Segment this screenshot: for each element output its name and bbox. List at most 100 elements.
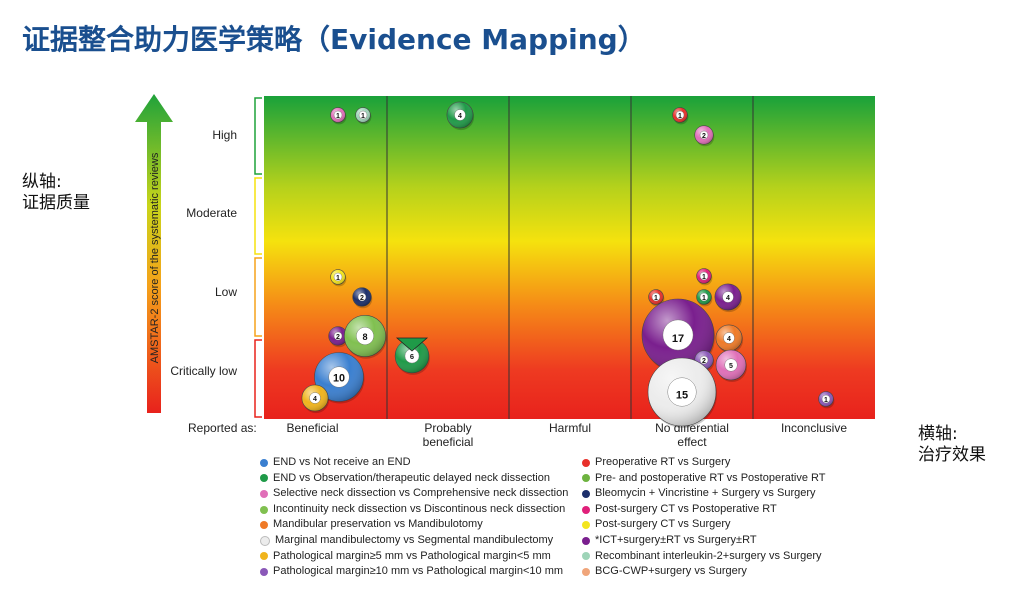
bubble-count-label: 1	[336, 113, 340, 120]
bubble-count-label: 4	[313, 396, 317, 403]
bubble-count-label: 10	[333, 373, 345, 385]
legend-swatch	[260, 552, 268, 561]
legend-swatch	[582, 505, 590, 514]
bubble-label-disc	[309, 392, 321, 404]
bubble-count-label: 8	[362, 332, 367, 342]
bubble-count-label: 1	[678, 113, 682, 120]
bubble-label-disc	[333, 272, 343, 282]
bubble-label-disc	[699, 292, 709, 302]
legend-label: Bleomycin + Vincristine + Surgery vs Sur…	[595, 487, 816, 500]
evidence-bubble: 5	[715, 349, 747, 382]
legend-label: Post-surgery CT vs Surgery	[595, 518, 731, 531]
y-tick-label: Low	[215, 285, 237, 299]
bubble-label-disc	[651, 292, 661, 302]
x-axis-note-line: 横轴:	[918, 424, 958, 444]
legend-swatch	[582, 536, 590, 545]
legend-label: Post-surgery CT vs Postoperative RT	[595, 502, 777, 515]
evidence-bubble: 15	[647, 357, 717, 428]
legend-label: Mandibular preservation vs Mandibulotomy	[273, 518, 483, 531]
bubble-label-disc	[723, 332, 735, 344]
legend-swatch	[260, 458, 268, 467]
bubble-count-label: 4	[727, 336, 731, 343]
evidence-bubble: 1	[648, 289, 665, 307]
legend-item: END vs Observation/therapeutic delayed n…	[260, 471, 568, 487]
bubble-label-disc	[662, 319, 694, 351]
legend-label: Pre- and postoperative RT vs Postoperati…	[595, 471, 826, 484]
bubble-count-label: 4	[726, 295, 730, 302]
bubble-label-disc	[699, 271, 709, 281]
legend-item: Pre- and postoperative RT vs Postoperati…	[582, 471, 826, 487]
x-axis-note: 横轴: 治疗效果	[918, 424, 986, 466]
evidence-bubble: 10	[314, 352, 365, 404]
legend-swatch	[260, 567, 268, 576]
y-axis-label: AMSTAR-2 score of the systematic reviews	[149, 152, 161, 363]
bubble-label-disc	[358, 110, 368, 120]
x-axis-prefix: Reported as:	[188, 421, 257, 435]
legend-label: Pathological margin≥5 mm vs Pathological…	[273, 549, 551, 562]
legend-item: *ICT+surgery±RT vs Surgery±RT	[582, 533, 826, 549]
band-bracket	[254, 177, 262, 255]
x-tick-label: Beneficial	[286, 421, 338, 435]
legend-item: Post-surgery CT vs Surgery	[582, 517, 826, 533]
y-tick-label: Moderate	[186, 206, 237, 220]
evidence-bubble: 4	[715, 324, 744, 354]
evidence-bubble: 1	[696, 268, 713, 286]
evidence-bubble: 1	[696, 289, 713, 307]
bubble-label-disc	[667, 377, 697, 407]
evidence-bubble: 4	[714, 283, 743, 313]
x-tick-label: Harmful	[549, 421, 591, 435]
bubble-count-label: 15	[676, 389, 688, 401]
evidence-bubble: 17	[641, 298, 715, 373]
legend-label: Marginal mandibulectomy vs Segmental man…	[275, 533, 554, 546]
bubble-count-label: 5	[729, 363, 733, 370]
legend-label: Incontinuity neck dissection vs Disconti…	[273, 502, 566, 515]
evidence-bubble: 8	[343, 314, 387, 359]
band-bracket	[254, 97, 262, 175]
bubble-count-label: 4	[458, 113, 462, 120]
y-axis-note-line: 证据质量	[22, 193, 90, 213]
bubble-count-label: 1	[336, 275, 340, 282]
legend-label: END vs Observation/therapeutic delayed n…	[273, 471, 550, 484]
legend-item: Marginal mandibulectomy vs Segmental man…	[260, 533, 568, 549]
legend-swatch	[260, 474, 268, 483]
evidence-bubble: 1	[355, 107, 372, 125]
evidence-bubble: 1	[672, 107, 689, 125]
bubble-label-disc	[333, 331, 343, 341]
bubble-count-label: 1	[654, 295, 658, 302]
legend-swatch	[582, 474, 590, 483]
bubble-label-disc	[333, 110, 343, 120]
bubble-label-disc	[675, 110, 685, 120]
bubble-label-disc	[356, 327, 374, 345]
bubble-count-label: 1	[702, 295, 706, 302]
legend-swatch	[582, 521, 590, 530]
legend-swatch	[260, 521, 268, 530]
legend-item: Post-surgery CT vs Postoperative RT	[582, 502, 826, 518]
evidence-bubble: 2	[328, 326, 349, 348]
legend-swatch	[582, 458, 590, 467]
x-axis-note-line: 治疗效果	[918, 445, 986, 465]
legend-label: END vs Not receive an END	[273, 456, 411, 468]
evidence-bubble: 4	[301, 384, 330, 414]
legend-label: Selective neck dissection vs Comprehensi…	[273, 487, 569, 500]
bubble-label-disc	[722, 291, 734, 303]
evidence-bubble: 6	[394, 338, 430, 375]
bubble-count-label: 1	[702, 274, 706, 281]
legend-item: Preoperative RT vs Surgery	[582, 455, 826, 471]
y-tick-label: High	[212, 128, 237, 142]
legend-swatch	[582, 489, 590, 498]
bubble-count-label: 2	[702, 133, 706, 140]
bubble-count-label: 2	[336, 334, 340, 341]
evidence-bubble: 1	[330, 269, 347, 287]
legend-swatch	[582, 552, 590, 561]
triangle-marker	[395, 337, 429, 352]
y-tick-label: Critically low	[170, 364, 237, 378]
legend-label: BCG-CWP+surgery vs Surgery	[595, 565, 747, 578]
evidence-bubble: 1	[330, 107, 347, 125]
quality-arrow	[135, 94, 173, 413]
bubble-label-disc	[724, 358, 738, 372]
legend-item: Mandibular preservation vs Mandibulotomy	[260, 517, 568, 533]
bubble-label-disc	[699, 130, 709, 140]
legend-label: Recombinant interleukin-2+surgery vs Sur…	[595, 549, 822, 562]
legend-label: Preoperative RT vs Surgery	[595, 456, 731, 468]
legend-item: BCG-CWP+surgery vs Surgery	[582, 564, 826, 580]
